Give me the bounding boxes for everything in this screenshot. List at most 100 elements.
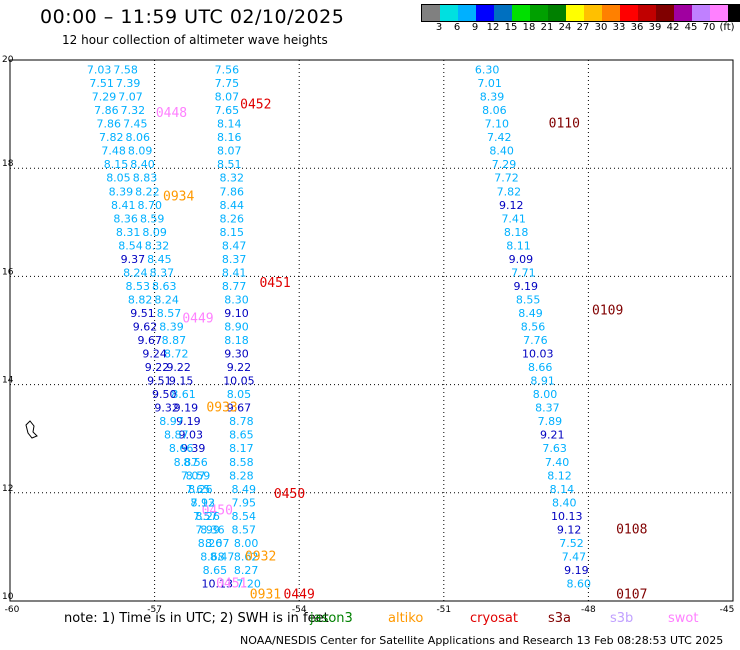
wave-height-value: 9.39 — [181, 442, 206, 455]
wave-height-value: 8.39 — [480, 91, 505, 104]
wave-height-value: 8.87 — [162, 334, 187, 347]
wave-height-value: 7.71 — [511, 266, 536, 279]
wave-height-value: 8.41 — [222, 266, 247, 279]
wave-height-value: 8.97 — [159, 415, 184, 428]
wave-height-value: 6.30 — [475, 64, 500, 77]
colorbar-swatch — [674, 5, 692, 21]
x-tick-label: -48 — [581, 605, 596, 615]
wave-height-value: 8.40 — [552, 496, 577, 509]
legend-item-s3b: s3b — [610, 611, 634, 626]
wave-height-value: 8.14 — [217, 118, 242, 131]
wave-height-value: 8.05 — [106, 172, 131, 185]
wave-height-value: 8.49 — [518, 307, 543, 320]
wave-height-value: 9.67 — [227, 402, 252, 415]
wave-height-value: 8.51 — [217, 158, 242, 171]
wave-height-value: 8.40 — [130, 158, 155, 171]
wave-height-value: 8.26 — [188, 483, 213, 496]
wave-height-value: 9.12 — [499, 199, 524, 212]
satellite-tracks: 7.567.758.077.658.148.168.078.518.327.86… — [87, 64, 648, 603]
colorbar-swatch — [422, 5, 440, 21]
wave-height-value: 9.30 — [224, 348, 249, 361]
wave-height-value: 7.32 — [121, 104, 146, 117]
wave-height-value: 9.21 — [540, 429, 565, 442]
wave-height-value: 10.13 — [551, 510, 583, 523]
colorbar-label: 21 — [540, 22, 554, 33]
wave-height-value: 8.66 — [528, 361, 553, 374]
wave-height-value: 8.37 — [150, 266, 175, 279]
wave-height-value: 7.47 — [562, 550, 587, 563]
wave-height-value: 9.03 — [179, 429, 204, 442]
colorbar-swatch — [584, 5, 602, 21]
colorbar-swatch — [476, 5, 494, 21]
colorbar-swatch — [656, 5, 674, 21]
wave-height-value: 7.82 — [497, 185, 522, 198]
wave-height-value: 7.72 — [494, 172, 519, 185]
wave-height-value: 8.07 — [217, 145, 242, 158]
wave-height-value: 8.78 — [229, 415, 254, 428]
wave-height-value: 8.39 — [109, 185, 134, 198]
wave-height-value: 7.40 — [545, 456, 570, 469]
wave-height-value: 7.10 — [485, 118, 510, 131]
wave-height-value: 8.12 — [191, 496, 216, 509]
wave-height-value: 8.12 — [547, 469, 572, 482]
legend-item-swot: swot — [668, 611, 699, 626]
wave-height-value: 8.87 — [174, 456, 199, 469]
colorbar-label: 33 — [612, 22, 626, 33]
wave-height-value: 9.19 — [176, 415, 201, 428]
x-tick-label: -51 — [436, 605, 451, 615]
wave-height-value: 8.56 — [183, 456, 208, 469]
wave-height-value: 8.40 — [489, 145, 514, 158]
wave-height-value: 7.65 — [186, 483, 211, 496]
wave-height-value: 8.54 — [118, 239, 143, 252]
wave-height-value: 8.06 — [482, 104, 507, 117]
colorbar-swatch — [440, 5, 458, 21]
wave-height-value: 9.24 — [142, 348, 167, 361]
colorbar-swatch — [710, 5, 728, 21]
wave-height-value: 7.89 — [538, 415, 563, 428]
colorbar-swatch — [602, 5, 620, 21]
wave-height-value: 9.19 — [174, 402, 199, 415]
wave-height-value: 10.03 — [522, 348, 554, 361]
wave-height-value: 8.18 — [504, 226, 529, 239]
wave-height-value: 7.95 — [232, 496, 257, 509]
legend-item-altiko: altiko — [388, 611, 424, 626]
wave-height-value: 7.65 — [215, 104, 240, 117]
pass-time-label: 0451 — [259, 276, 290, 291]
wave-height-value: 8.00 — [234, 537, 259, 550]
wave-height-value: 8.37 — [222, 253, 247, 266]
wave-height-value: 8.28 — [229, 469, 254, 482]
colorbar-label: 12 — [486, 22, 500, 33]
wave-height-value: 8.58 — [229, 456, 254, 469]
wave-height-value: 7.75 — [215, 77, 240, 90]
wave-height-value: 7.58 — [113, 64, 138, 77]
wave-height-value: 9.67 — [138, 334, 163, 347]
colorbar-label: 45 — [684, 22, 698, 33]
legend-item-s3a: s3a — [548, 611, 572, 626]
wave-height-value: 7.07 — [181, 469, 206, 482]
colorbar-label: 24 — [558, 22, 572, 33]
colorbar-swatch — [638, 5, 656, 21]
track-swot: 7.587.397.077.327.458.068.098.408.838.22… — [113, 64, 247, 592]
wave-height-value: 8.24 — [154, 293, 179, 306]
wave-height-value: 8.26 — [219, 212, 244, 225]
colorbar-swatch — [728, 5, 740, 21]
wave-height-value: 7.86 — [97, 118, 122, 131]
wave-height-value: 8.77 — [222, 280, 247, 293]
pass-time-label: 0452 — [240, 98, 271, 113]
wave-height-value: 7.51 — [89, 77, 114, 90]
colorbar-swatch — [692, 5, 710, 21]
y-tick-label: 12 — [2, 484, 13, 494]
wave-height-value: 9.22 — [145, 361, 170, 374]
wave-height-value: 9.51 — [130, 307, 155, 320]
note-text: note: 1) Time is in UTC; 2) SWH is in fe… — [64, 611, 329, 626]
wave-height-value: 7.82 — [99, 131, 124, 144]
pass-time-label: 0933 — [206, 401, 237, 416]
credit-text: NOAA/NESDIS Center for Satellite Applica… — [240, 634, 724, 647]
wave-height-value: 9.12 — [557, 523, 582, 536]
pass-time-label: 0110 — [549, 117, 580, 132]
pass-time-label: 0109 — [592, 303, 623, 318]
wave-height-value: 8.66 — [169, 442, 194, 455]
wave-height-value: 7.42 — [487, 131, 512, 144]
axis-ticks: -60 -57 -54 -51 -48 -45 10 12 14 16 18 20 — [2, 55, 734, 615]
